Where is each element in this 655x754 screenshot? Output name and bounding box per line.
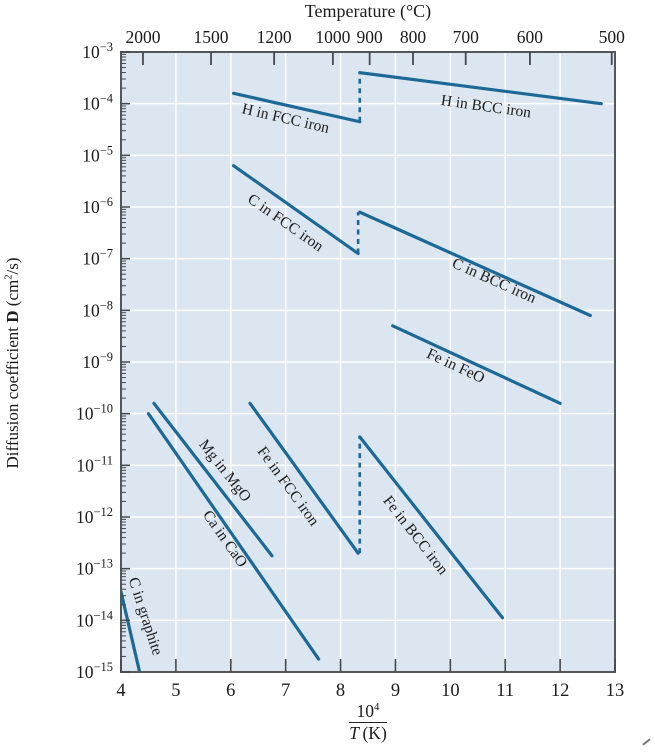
y-tick-label-e-6: 10−6 bbox=[82, 195, 113, 217]
y-tick-label-e-4: 10−4 bbox=[82, 92, 114, 114]
series-line-fe-in-fcc-iron bbox=[248, 401, 360, 555]
series-line-c-in-graphite bbox=[120, 590, 142, 673]
x-tick-label-7: 7 bbox=[281, 681, 290, 701]
series-line-ca-in-cao bbox=[146, 412, 321, 661]
top-tick-label-1500: 1500 bbox=[194, 27, 229, 47]
y-tick-label-e-9: 10−9 bbox=[82, 350, 113, 372]
x-axis-title: 104 T (K) bbox=[318, 701, 418, 744]
series-line-mg-in-mgo bbox=[152, 401, 274, 558]
y-tick-label-e-7: 10−7 bbox=[82, 247, 113, 269]
top-tick-label-800: 800 bbox=[400, 27, 427, 47]
y-tick-label-e-5: 10−5 bbox=[82, 143, 113, 165]
x-axis-fraction: 104 T (K) bbox=[349, 701, 387, 744]
x-axis-numerator-exponent: 4 bbox=[374, 701, 380, 713]
x-axis-fraction-denominator: T (K) bbox=[349, 723, 387, 744]
y-tick-label-e-11: 10−11 bbox=[76, 453, 113, 475]
x-tick-label-12: 12 bbox=[551, 681, 570, 701]
top-tick-label-900: 900 bbox=[357, 27, 384, 47]
x-tick-label-10: 10 bbox=[441, 681, 460, 701]
series-line-c-in-bcc-iron bbox=[358, 210, 592, 318]
series-line-h-in-fcc-iron bbox=[231, 91, 362, 124]
y-tick-label-e-8: 10−8 bbox=[82, 298, 113, 320]
top-tick-label-600: 600 bbox=[517, 27, 544, 47]
x-tick-label-11: 11 bbox=[496, 681, 514, 701]
x-tick-label-6: 6 bbox=[226, 681, 235, 701]
x-axis-denominator-variable: T bbox=[349, 723, 359, 744]
x-axis-denominator-unit: (K) bbox=[358, 723, 387, 744]
series-line-c-in-fcc-iron bbox=[231, 164, 360, 256]
y-tick-label-e-10: 10−10 bbox=[76, 402, 113, 424]
top-tick-label-500: 500 bbox=[599, 27, 626, 47]
y-tick-label-e-3: 10−3 bbox=[82, 40, 113, 62]
x-axis-fraction-numerator: 104 bbox=[349, 700, 387, 724]
y-tick-label-e-15: 10−15 bbox=[76, 660, 113, 682]
x-tick-label-9: 9 bbox=[391, 681, 400, 701]
series-line-h-in-bcc-iron bbox=[358, 71, 603, 106]
series-line-fe-in-feo bbox=[391, 324, 562, 405]
top-tick-label-1200: 1200 bbox=[257, 27, 292, 47]
series-line-fe-in-bcc-iron bbox=[358, 435, 505, 620]
x-tick-label-8: 8 bbox=[336, 681, 345, 701]
y-tick-label-e-12: 10−12 bbox=[76, 505, 113, 527]
top-tick-label-1000: 1000 bbox=[315, 27, 350, 47]
top-tick-label-2000: 2000 bbox=[125, 27, 160, 47]
x-tick-label-4: 4 bbox=[116, 681, 125, 701]
y-tick-label-e-13: 10−13 bbox=[76, 557, 113, 579]
x-tick-label-5: 5 bbox=[171, 681, 180, 701]
y-tick-label-e-14: 10−14 bbox=[76, 608, 114, 630]
top-tick-label-700: 700 bbox=[453, 27, 480, 47]
top-axis-title: Temperature (°C) bbox=[304, 1, 432, 21]
x-axis-numerator-base: 10 bbox=[356, 700, 375, 721]
x-tick-label-13: 13 bbox=[606, 681, 625, 701]
